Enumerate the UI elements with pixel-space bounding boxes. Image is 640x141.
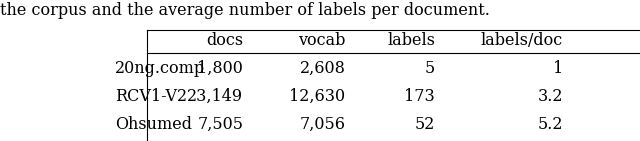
Text: labels: labels [387,32,435,49]
Text: 173: 173 [404,88,435,105]
Text: the corpus and the average number of labels per document.: the corpus and the average number of lab… [0,2,490,19]
Text: RCV1-V2: RCV1-V2 [115,88,188,105]
Text: 5.2: 5.2 [538,116,563,133]
Text: 7,056: 7,056 [300,116,346,133]
Text: 1: 1 [553,60,563,77]
Text: 5: 5 [425,60,435,77]
Text: 7,505: 7,505 [197,116,243,133]
Text: labels/doc: labels/doc [481,32,563,49]
Text: 20ng.comp: 20ng.comp [115,60,205,77]
Text: docs: docs [206,32,243,49]
Text: Ohsumed: Ohsumed [115,116,192,133]
Text: 23,149: 23,149 [187,88,243,105]
Text: 52: 52 [415,116,435,133]
Text: 1,800: 1,800 [197,60,243,77]
Text: 12,630: 12,630 [289,88,346,105]
Text: 2,608: 2,608 [300,60,346,77]
Text: vocab: vocab [298,32,346,49]
Text: 3.2: 3.2 [538,88,563,105]
